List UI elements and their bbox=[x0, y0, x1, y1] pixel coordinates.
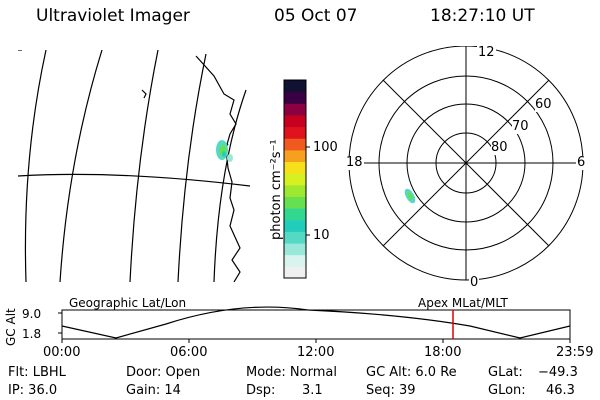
timeline-left-caption: Geographic Lat/Lon bbox=[69, 296, 187, 310]
colorbar-swatch bbox=[284, 149, 306, 163]
colorbar-tick-10: 10 bbox=[313, 228, 330, 243]
polar-label-6: 6 bbox=[576, 155, 587, 170]
colorbar-swatch bbox=[284, 184, 306, 197]
timeline-y-tick-9: 9.0 bbox=[22, 307, 42, 321]
meridian-line bbox=[177, 53, 207, 282]
seq-info: Seq: 39 bbox=[366, 383, 416, 398]
title: Ultraviolet Imager bbox=[36, 6, 190, 26]
geographic-map bbox=[18, 50, 250, 282]
colorbar-label: photon cm⁻²s⁻¹ bbox=[269, 139, 284, 240]
timeline-y-label: GC Alt bbox=[4, 308, 18, 346]
time: 18:27:10 UT bbox=[430, 6, 535, 26]
colorbar-swatch bbox=[284, 91, 306, 104]
date: 05 Oct 07 bbox=[274, 6, 358, 26]
polar-lat-60: 60 bbox=[535, 97, 552, 112]
aurora-emission bbox=[216, 140, 233, 162]
parallel-line bbox=[18, 173, 250, 187]
colorbar-swatch bbox=[284, 126, 306, 139]
meridian-line bbox=[213, 89, 247, 282]
filter-info: Flt: LBHL bbox=[8, 365, 66, 380]
colorbar-swatch bbox=[284, 103, 306, 116]
gc-alt-info: GC Alt: 6.0 Re bbox=[366, 365, 457, 380]
timeline-x-tick: 12:00 bbox=[297, 345, 335, 360]
colorbar-swatch bbox=[284, 231, 306, 244]
ip-info: IP: 36.0 bbox=[8, 383, 58, 398]
door-info: Door: Open bbox=[126, 365, 201, 380]
glon-label: GLon: bbox=[488, 383, 526, 398]
glat-value: −49.3 bbox=[538, 365, 578, 380]
dsp-value: 3.1 bbox=[302, 383, 323, 398]
meridian-line bbox=[129, 50, 159, 282]
glon-value: 46.3 bbox=[546, 383, 575, 398]
meridian-line bbox=[24, 50, 47, 282]
colorbar-swatch bbox=[284, 161, 306, 174]
colorbar-swatch bbox=[284, 208, 306, 221]
gain-info: Gain: 14 bbox=[126, 383, 181, 398]
colorbar-swatch bbox=[284, 196, 306, 209]
colorbar-swatch bbox=[284, 219, 306, 232]
timeline-x-tick: 23:59 bbox=[556, 345, 594, 360]
colorbar-swatch bbox=[284, 254, 306, 267]
coastline bbox=[195, 55, 241, 282]
mode-info: Mode: Normal bbox=[246, 365, 337, 380]
altitude-curve bbox=[61, 306, 571, 339]
timeline-right-caption: Apex MLat/MLT bbox=[418, 296, 508, 310]
colorbar-swatch bbox=[284, 138, 306, 151]
coastline bbox=[141, 89, 147, 99]
polar-lat-80: 80 bbox=[491, 140, 508, 155]
meridian-diag-2 bbox=[382, 79, 550, 247]
timeline-y-tick-1.8: 1.8 bbox=[22, 327, 42, 341]
timeline-x-tick: 06:00 bbox=[170, 345, 208, 360]
polar-label-0: 0 bbox=[469, 275, 480, 290]
colorbar-swatch bbox=[284, 266, 306, 279]
polar-label-18: 18 bbox=[345, 155, 364, 170]
aurora-oval bbox=[404, 188, 416, 204]
colorbar-swatch bbox=[284, 173, 306, 186]
meridian-line bbox=[59, 50, 103, 282]
dsp-label: Dsp: bbox=[246, 383, 276, 398]
colorbar-swatch bbox=[284, 80, 306, 93]
polar-plot bbox=[348, 46, 584, 281]
colorbar-swatch bbox=[284, 243, 306, 256]
timeline-x-tick: 18:00 bbox=[424, 345, 462, 360]
colorbar-swatch bbox=[284, 114, 306, 128]
polar-lat-70: 70 bbox=[512, 119, 529, 134]
glat-label: GLat: bbox=[488, 365, 523, 380]
timeline-x-tick: 00:00 bbox=[43, 345, 81, 360]
polar-label-12: 12 bbox=[477, 45, 496, 60]
colorbar-tick-100: 100 bbox=[313, 140, 338, 155]
